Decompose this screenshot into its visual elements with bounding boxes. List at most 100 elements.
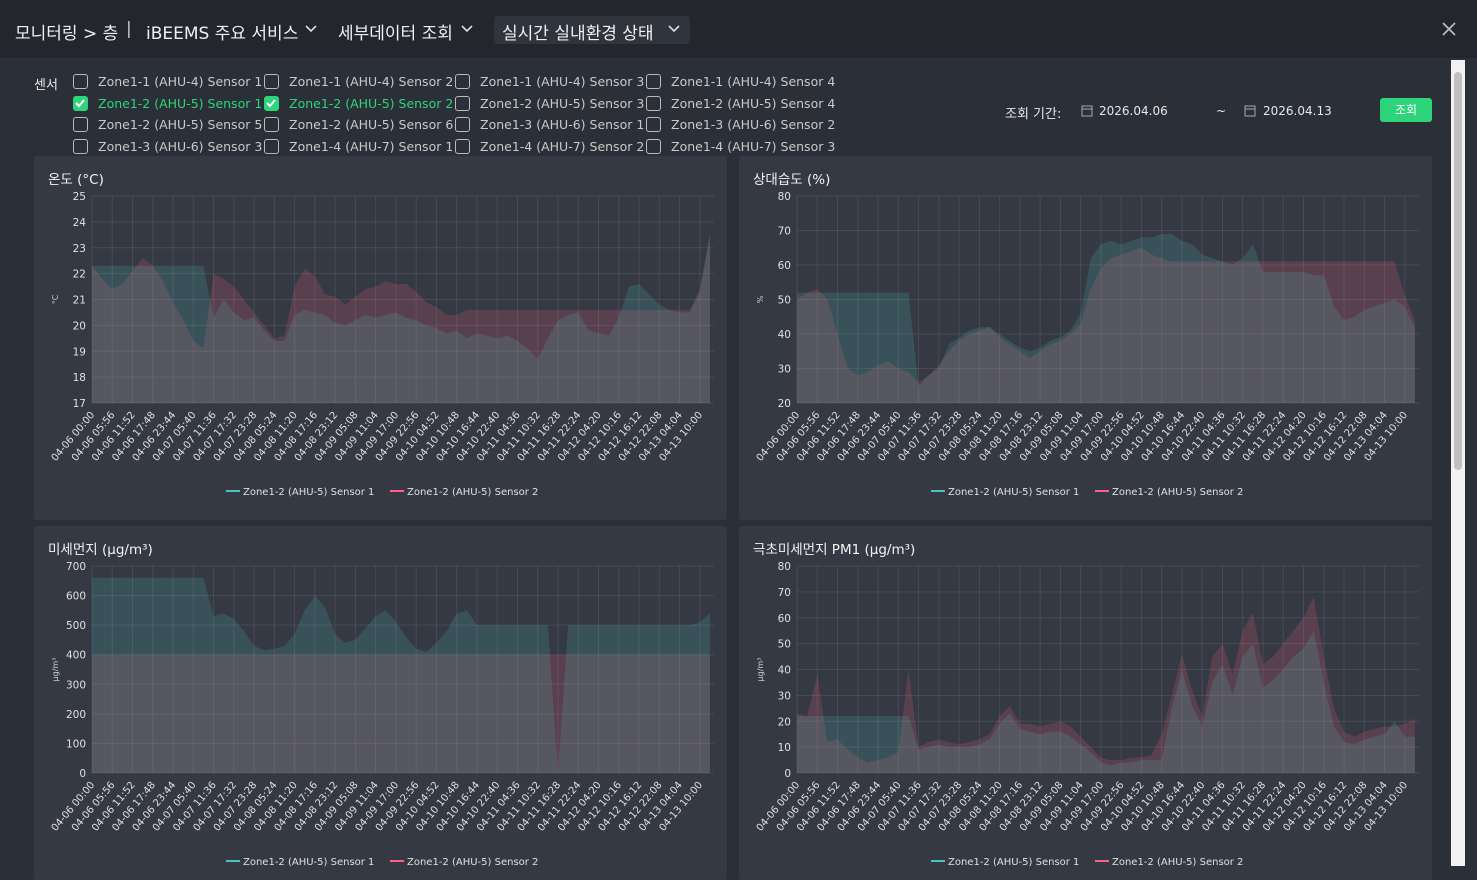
breadcrumb: 모니터링 > 층 <box>15 24 119 44</box>
checkbox[interactable] <box>264 74 279 89</box>
chart-title: 극초미세먼지 PM1 (μg/m³) <box>753 542 915 558</box>
checkbox[interactable] <box>646 74 661 89</box>
sensor-name: Zone1-2 (AHU-5) Sensor 6 <box>289 117 454 133</box>
y-tick-label: 600 <box>66 591 86 603</box>
y-tick-label: 80 <box>778 561 791 573</box>
calendar-icon[interactable] <box>1244 104 1256 117</box>
legend-label: Zone1-2 (AHU-5) Sensor 1 <box>948 487 1079 498</box>
checkbox[interactable] <box>455 117 470 133</box>
chart: 극초미세먼지 PM1 (μg/m³) μg/m³ 0 10 20 30 40 50 60 70 80… <box>753 542 1419 868</box>
y-tick-label: 17 <box>73 398 86 410</box>
y-axis-label: °C <box>51 294 60 304</box>
area-fill <box>92 237 710 403</box>
sensor-name: Zone1-4 (AHU-7) Sensor 2 <box>480 138 645 154</box>
scrollbar-thumb[interactable] <box>1454 72 1462 470</box>
check-mark <box>75 98 85 108</box>
legend-label: Zone1-2 (AHU-5) Sensor 2 <box>407 857 538 868</box>
checkbox[interactable] <box>264 117 279 133</box>
checkbox[interactable] <box>455 95 470 111</box>
y-tick-label: 23 <box>73 243 86 255</box>
y-tick-label: 10 <box>778 742 791 754</box>
check-mark <box>266 98 276 108</box>
y-tick-label: 20 <box>778 398 791 410</box>
legend-label: Zone1-2 (AHU-5) Sensor 1 <box>948 857 1079 868</box>
checkbox[interactable] <box>264 95 279 111</box>
header: 모니터링 > 층 | iBEEMS 주요 서비스 세부데이터 조회 실시간 실내… <box>0 0 1477 58</box>
checkbox[interactable] <box>264 138 279 154</box>
checkbox[interactable] <box>646 138 661 154</box>
y-tick-label: 30 <box>778 364 791 376</box>
chevron[interactable] <box>304 22 318 36</box>
y-tick-label: 21 <box>73 295 86 307</box>
y-tick-label: 24 <box>73 217 87 229</box>
legend-label: Zone1-2 (AHU-5) Sensor 1 <box>243 487 374 498</box>
area-fill <box>92 654 710 773</box>
sensor-name: Zone1-2 (AHU-5) Sensor 4 <box>671 95 836 111</box>
legend-label: Zone1-2 (AHU-5) Sensor 1 <box>243 857 374 868</box>
sensor-name: Zone1-4 (AHU-7) Sensor 1 <box>289 138 454 154</box>
sensor-name: Zone1-2 (AHU-5) Sensor 2 <box>289 95 454 111</box>
separator: | <box>126 19 132 39</box>
checkbox[interactable] <box>73 138 88 154</box>
y-axis-label: % <box>756 295 765 303</box>
checkbox[interactable] <box>73 95 88 111</box>
chart-panel: 상대습도 (%)% 20 30 40 50 60 70 80 04-06 00:00 04-06 … <box>739 156 1432 520</box>
scrollbar[interactable] <box>1451 60 1465 866</box>
y-tick-label: 0 <box>79 768 86 780</box>
checkbox[interactable] <box>646 117 661 133</box>
sensor-name: Zone1-1 (AHU-4) Sensor 1 <box>98 74 263 89</box>
y-tick-label: 200 <box>66 709 86 721</box>
checkbox[interactable] <box>73 74 88 89</box>
area-fill <box>797 630 1415 773</box>
chart: 미세먼지 (μg/m³)μg/m³01002003004005006007000… <box>48 542 714 868</box>
sensor-name: Zone1-1 (AHU-4) Sensor 3 <box>480 74 645 89</box>
chevron[interactable] <box>460 22 474 36</box>
y-axis-label: μg/m³ <box>756 658 765 682</box>
menu[interactable]: 실시간 실내환경 상태 <box>502 24 654 44</box>
chevron[interactable] <box>667 22 681 36</box>
close-button[interactable] <box>1441 21 1457 37</box>
legend-label: Zone1-2 (AHU-5) Sensor 2 <box>407 487 538 498</box>
y-tick-label: 40 <box>778 329 791 341</box>
menu[interactable]: 세부데이터 조회 <box>338 24 453 44</box>
chart-panel: 극초미세먼지 PM1 (μg/m³) μg/m³ 0 10 20 30 40 50 60 70 80… <box>739 526 1432 880</box>
y-tick-label: 18 <box>73 372 86 384</box>
area-fill <box>92 232 710 403</box>
y-tick-label: 60 <box>778 260 791 272</box>
y-tick-label: 60 <box>778 613 791 625</box>
y-tick-label: 20 <box>73 320 86 332</box>
menu[interactable]: iBEEMS 주요 서비스 <box>146 24 299 44</box>
tilde: ~ <box>1216 104 1227 118</box>
sensor-name: Zone1-2 (AHU-5) Sensor 5 <box>98 117 263 133</box>
sensor-name: Zone1-3 (AHU-6) Sensor 1 <box>480 117 645 133</box>
chart-title: 온도 (°C) <box>48 172 104 188</box>
chart-title: 미세먼지 (μg/m³) <box>48 542 153 558</box>
sensor-name: Zone1-3 (AHU-6) Sensor 2 <box>671 117 836 133</box>
y-tick-label: 40 <box>778 665 791 677</box>
y-tick-label: 400 <box>66 650 86 662</box>
y-tick-label: 100 <box>66 738 86 750</box>
calendar-icon[interactable] <box>1081 104 1093 117</box>
checkbox[interactable] <box>646 95 661 111</box>
sensor-name: Zone1-4 (AHU-7) Sensor 3 <box>671 138 836 154</box>
legend-label: Zone1-2 (AHU-5) Sensor 2 <box>1112 857 1243 868</box>
y-tick-label: 22 <box>73 269 86 281</box>
checkbox[interactable] <box>455 74 470 89</box>
y-tick-label: 19 <box>73 346 86 358</box>
legend-label: Zone1-2 (AHU-5) Sensor 2 <box>1112 487 1243 498</box>
sensor-name: Zone1-2 (AHU-5) Sensor 1 <box>98 95 263 111</box>
period-label: 조회 기간: <box>1005 107 1062 122</box>
y-tick-label: 0 <box>784 768 791 780</box>
checkbox[interactable] <box>73 117 88 133</box>
search-button[interactable]: 조회 <box>1380 98 1432 122</box>
y-tick-label: 500 <box>66 620 86 632</box>
sensor-name: Zone1-1 (AHU-4) Sensor 2 <box>289 74 454 89</box>
y-tick-label: 20 <box>778 716 791 728</box>
y-tick-label: 50 <box>778 639 791 651</box>
end-date[interactable]: 2026.04.13 <box>1263 104 1332 118</box>
checkbox[interactable] <box>455 138 470 154</box>
y-tick-label: 30 <box>778 690 791 702</box>
start-date[interactable]: 2026.04.06 <box>1099 104 1168 118</box>
